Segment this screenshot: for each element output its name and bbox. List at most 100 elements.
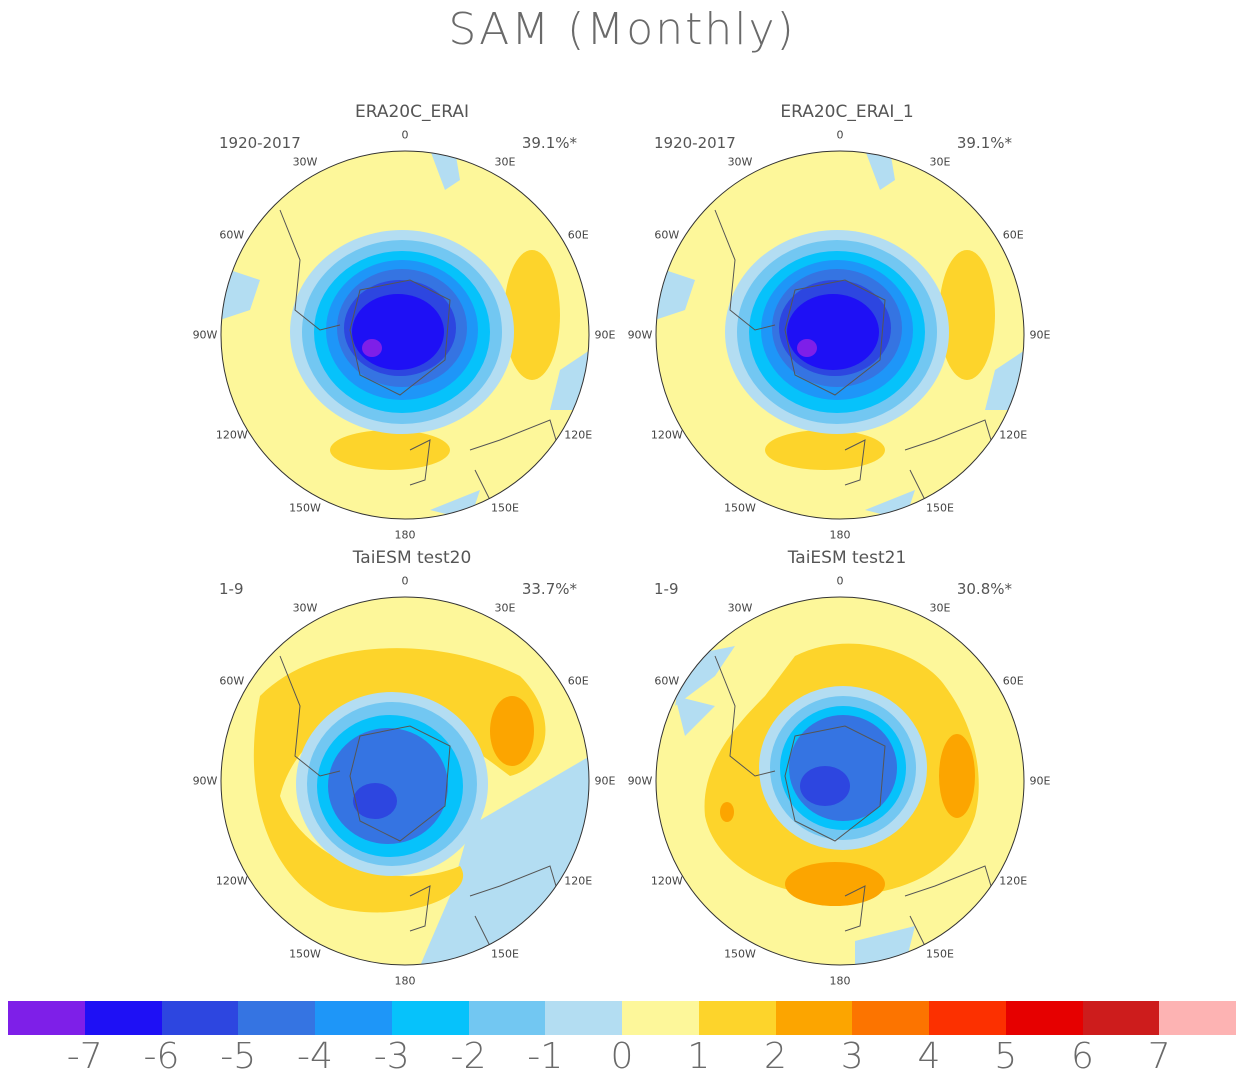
longitude-label: 120E <box>564 428 593 442</box>
longitude-label: 60W <box>654 228 680 242</box>
colorbar-tick-label: 1 <box>687 1036 711 1077</box>
colorbar-tick-label: 7 <box>1147 1036 1171 1077</box>
colorbar-tick-label: 4 <box>917 1036 941 1077</box>
colorbar-tick-label: -2 <box>450 1036 487 1077</box>
colorbar-segment <box>468 1001 546 1035</box>
colorbar-segment <box>391 1001 469 1035</box>
colorbar-segment <box>545 1001 622 1035</box>
colorbar-tick-label: -3 <box>373 1036 410 1077</box>
panel-title: ERA20C_ERAI <box>354 102 469 122</box>
panel-title: TaiESM test20 <box>352 548 472 568</box>
colorbar-segment <box>622 1001 699 1035</box>
colorbar-segment <box>1082 1001 1160 1035</box>
longitude-label: 0 <box>836 128 844 142</box>
colorbar-segment <box>8 1001 85 1035</box>
polar-map <box>655 150 1025 520</box>
map-panel-taiesm-test20: TaiESM test20 1-9 33.7%* 0 30E 60E 90E 120E 1… <box>193 548 622 988</box>
longitude-label: 90W <box>192 328 218 342</box>
polar-map <box>655 596 1025 966</box>
colorbar-segment <box>852 1001 929 1035</box>
polar-map <box>220 596 590 966</box>
variance-explained: 39.1%* <box>521 134 577 152</box>
longitude-label: 180 <box>394 528 416 542</box>
colorbar-tick-label: 6 <box>1071 1036 1094 1077</box>
colorbar-tick-label: -5 <box>220 1036 257 1077</box>
period-label: 1920-2017 <box>654 134 736 152</box>
longitude-label: 150E <box>926 501 954 515</box>
longitude-label: 90E <box>1029 328 1051 342</box>
longitude-label: 60W <box>219 674 245 688</box>
longitude-label: 0 <box>401 128 409 142</box>
longitude-label: 120W <box>650 428 683 442</box>
colorbar-segment <box>1159 1001 1236 1035</box>
longitude-label: 90E <box>594 774 616 788</box>
longitude-label: 90E <box>594 328 616 342</box>
longitude-label: 150E <box>926 947 954 961</box>
longitude-label: 120W <box>215 428 248 442</box>
panel-title: TaiESM test21 <box>787 548 907 568</box>
colorbar-segment <box>1005 1001 1083 1035</box>
longitude-label: 60W <box>654 674 680 688</box>
colorbar-labels: -7 -6 -5 -4 -3 -2 -1 0 1 2 3 4 5 6 7 <box>0 1036 1244 1082</box>
longitude-label: 90W <box>192 774 218 788</box>
longitude-label: 30W <box>727 155 753 169</box>
colorbar-segment <box>84 1001 162 1035</box>
longitude-label: 180 <box>394 974 416 988</box>
colorbar-segment <box>929 1001 1006 1035</box>
colorbar-tick-label: 3 <box>840 1036 864 1077</box>
longitude-label: 90W <box>627 774 653 788</box>
variance-explained: 33.7%* <box>521 580 577 598</box>
longitude-label: 150E <box>491 501 519 515</box>
longitude-label: 30W <box>727 601 753 615</box>
colorbar-tick-label: -4 <box>297 1036 333 1077</box>
colorbar-segment <box>698 1001 776 1035</box>
map-panel-era20c-erai: ERA20C_ERAI 1920-2017 39.1%* <box>193 102 622 542</box>
longitude-label: 150E <box>491 947 519 961</box>
longitude-label: 30W <box>292 155 318 169</box>
longitude-label: 0 <box>401 574 409 588</box>
longitude-label: 120E <box>999 428 1028 442</box>
longitude-label: 30W <box>292 601 318 615</box>
longitude-label: 120E <box>999 874 1028 888</box>
colorbar-tick-label: 2 <box>764 1036 787 1077</box>
colorbar-tick-label: 0 <box>610 1036 634 1077</box>
colorbar-segment <box>161 1001 239 1035</box>
longitude-label: 60E <box>1002 228 1024 242</box>
longitude-label: 30E <box>494 155 516 169</box>
longitude-label: 60E <box>567 228 589 242</box>
longitude-label: 60W <box>219 228 245 242</box>
colorbar-segment <box>775 1001 853 1035</box>
longitude-label: 180 <box>829 974 851 988</box>
longitude-label: 60E <box>1002 674 1024 688</box>
colorbar-segment <box>238 1001 315 1035</box>
longitude-label: 30E <box>929 601 951 615</box>
longitude-label: 90E <box>1029 774 1051 788</box>
polar-map <box>220 150 590 520</box>
period-label: 1-9 <box>219 580 244 598</box>
figure-title: SAM (Monthly) <box>448 4 796 55</box>
map-panel-taiesm-test21: TaiESM test21 1-9 30.8%* <box>628 548 1057 988</box>
longitude-label: 60E <box>567 674 589 688</box>
panel-title: ERA20C_ERAI_1 <box>780 102 914 122</box>
longitude-label: 150W <box>289 947 321 961</box>
colorbar <box>8 1001 1236 1035</box>
longitude-label: 120E <box>564 874 593 888</box>
colorbar-tick-label: -7 <box>66 1036 103 1077</box>
longitude-label: 120W <box>650 874 683 888</box>
colorbar-tick-label: 5 <box>994 1036 1018 1077</box>
longitude-label: 0 <box>836 574 844 588</box>
longitude-label: 30E <box>929 155 951 169</box>
longitude-label: 150W <box>724 501 756 515</box>
colorbar-tick-label: -6 <box>143 1036 180 1077</box>
longitude-label: 30E <box>494 601 516 615</box>
longitude-label: 120W <box>215 874 248 888</box>
longitude-label: 150W <box>289 501 321 515</box>
period-label: 1-9 <box>654 580 679 598</box>
variance-explained: 39.1%* <box>956 134 1012 152</box>
variance-explained: 30.8%* <box>956 580 1012 598</box>
longitude-label: 150W <box>724 947 756 961</box>
period-label: 1920-2017 <box>219 134 301 152</box>
longitude-label: 90W <box>627 328 653 342</box>
map-panel-era20c-erai-1: ERA20C_ERAI_1 1920-2017 39.1%* <box>628 102 1057 542</box>
colorbar-segment <box>315 1001 392 1035</box>
